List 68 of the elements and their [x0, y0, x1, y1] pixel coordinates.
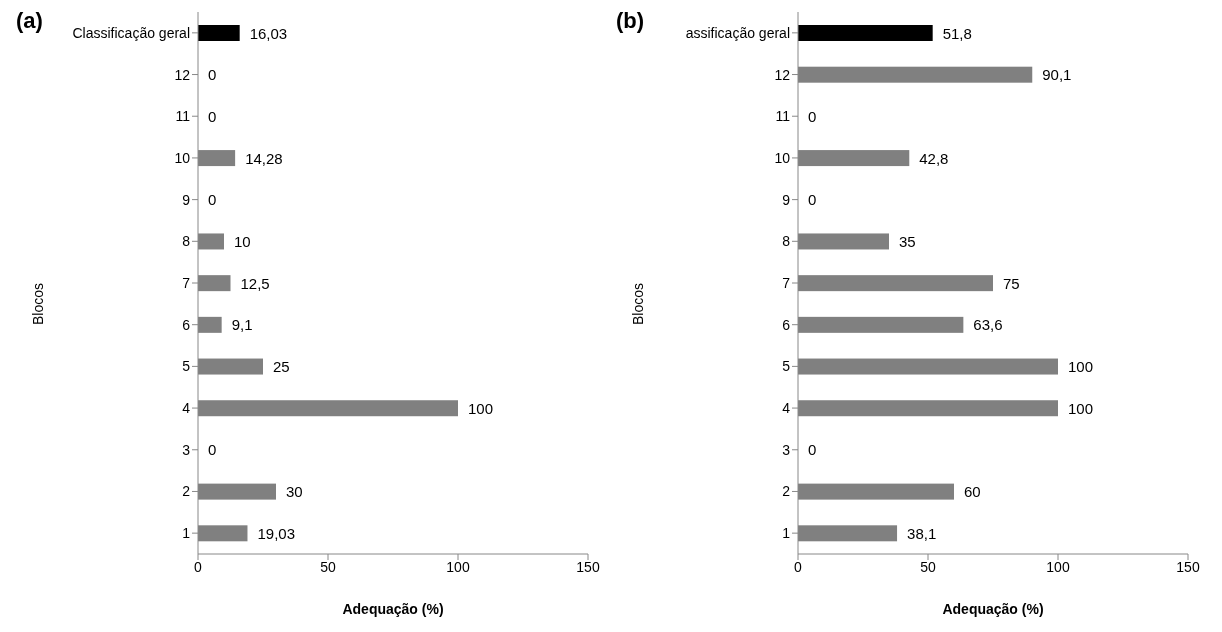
y-tick-label: 2: [182, 483, 191, 500]
y-tick-label: 8: [782, 233, 791, 250]
x-axis-title: Adequação (%): [342, 601, 444, 617]
y-tick-label: 9: [782, 191, 791, 208]
x-tick-label: 0: [194, 558, 203, 575]
y-tick-label: 3: [782, 441, 791, 458]
data-label: 100: [1068, 399, 1094, 417]
y-tick-label: 2: [782, 483, 791, 500]
y-tick-label: 7: [782, 274, 791, 291]
y-tick-label: 5: [782, 358, 791, 375]
y-tick-label: 10: [174, 149, 191, 166]
y-tick-label: 12: [174, 66, 191, 83]
data-label: 19,03: [257, 524, 296, 542]
data-label: 38,1: [907, 524, 937, 542]
y-tick-label: 8: [182, 233, 191, 250]
data-label: 0: [808, 441, 817, 459]
y-tick-label: 10: [774, 149, 791, 166]
data-label: 12,5: [240, 274, 270, 292]
y-axis-title: Blocos: [629, 283, 646, 326]
y-tick-label: 1: [182, 525, 191, 542]
data-label: 9,1: [231, 316, 253, 334]
data-label: 0: [208, 441, 217, 459]
y-tick-label: 5: [182, 358, 191, 375]
data-label: 100: [468, 399, 494, 417]
bar: [198, 25, 240, 41]
data-label: 0: [208, 191, 217, 209]
x-tick-label: 150: [576, 558, 600, 575]
data-label: 0: [808, 107, 817, 125]
data-label: 90,1: [1042, 66, 1072, 84]
y-axis-title: Blocos: [29, 283, 46, 326]
x-tick-label: 150: [1176, 558, 1200, 575]
y-tick-label: 6: [782, 316, 791, 333]
y-tick-label: assificação geral: [685, 24, 790, 41]
x-tick-label: 0: [794, 558, 803, 575]
bar: [798, 25, 933, 41]
y-tick-label: 11: [775, 108, 791, 125]
x-tick-label: 50: [920, 558, 936, 575]
y-tick-label: 3: [182, 441, 191, 458]
data-label: 0: [208, 66, 217, 84]
data-label: 60: [964, 483, 981, 501]
data-label: 30: [286, 483, 303, 501]
data-label: 63,6: [973, 316, 1003, 334]
chart-title: (a): [16, 8, 43, 34]
data-label: 75: [1003, 274, 1020, 292]
data-label: 10: [234, 232, 251, 250]
data-label: 25: [273, 358, 290, 376]
y-tick-label: 4: [782, 400, 791, 417]
data-label: 100: [1068, 358, 1094, 376]
y-tick-label: 1: [782, 525, 791, 542]
x-tick-label: 100: [446, 558, 470, 575]
x-axis-title: Adequação (%): [942, 601, 1044, 617]
y-tick-label: 6: [182, 316, 191, 333]
x-tick-label: 50: [320, 558, 336, 575]
y-tick-label: 11: [175, 108, 191, 125]
y-tick-label: 7: [182, 274, 191, 291]
x-tick-label: 100: [1046, 558, 1070, 575]
y-tick-label: Classificação geral: [72, 24, 190, 41]
chart-title: (b): [616, 8, 645, 34]
data-label: 51,8: [942, 24, 972, 42]
data-label: 14,28: [245, 149, 283, 167]
data-label: 0: [808, 191, 817, 209]
data-label: 16,03: [249, 24, 288, 42]
data-label: 35: [899, 232, 916, 250]
y-tick-label: 4: [182, 400, 191, 417]
data-label: 0: [208, 107, 217, 125]
y-tick-label: 12: [774, 66, 791, 83]
y-tick-label: 9: [182, 191, 191, 208]
data-label: 42,8: [919, 149, 949, 167]
